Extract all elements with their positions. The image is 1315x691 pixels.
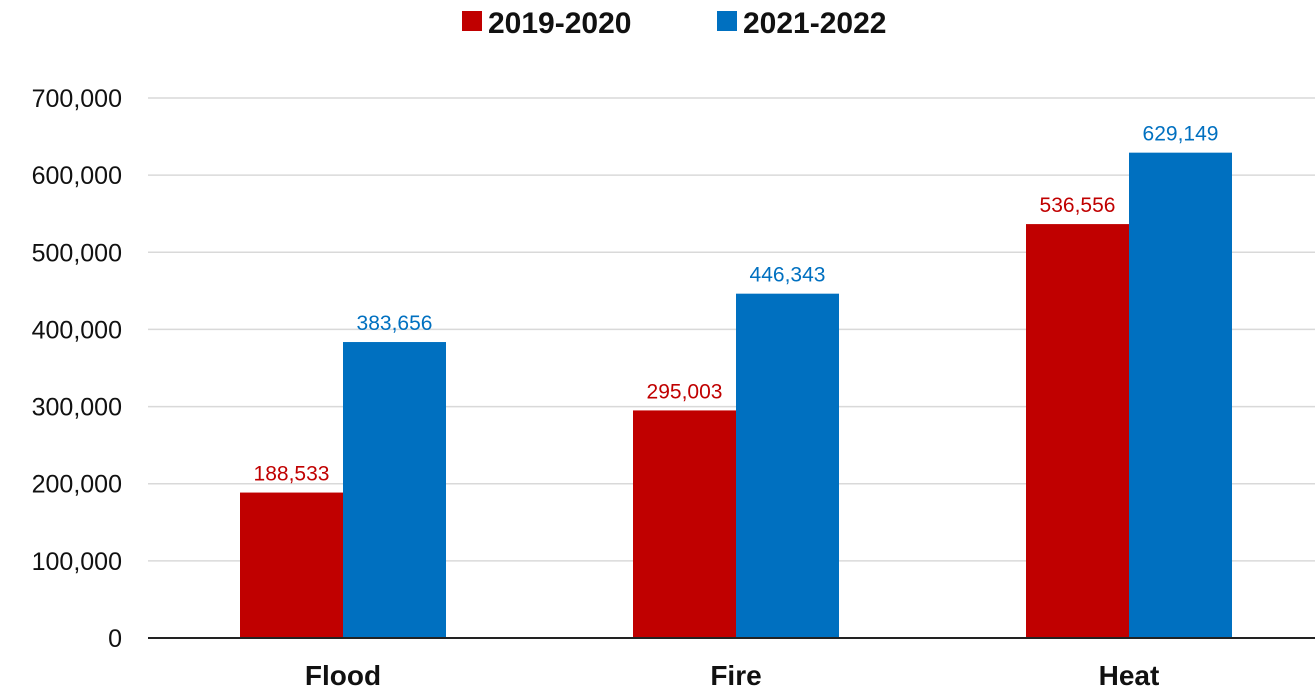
y-tick-label: 700,000 [32, 85, 122, 113]
bar-fire-2021-2022 [736, 293, 839, 638]
data-label-fire-2019-2020: 295,003 [647, 380, 723, 403]
data-label-heat-2019-2020: 536,556 [1040, 194, 1116, 217]
y-tick-label: 600,000 [32, 162, 122, 190]
y-tick-label: 100,000 [32, 548, 122, 576]
data-label-flood-2021-2022: 383,656 [357, 312, 433, 335]
x-category-label: Fire [710, 660, 761, 691]
legend: 2019-2020 2021-2022 [462, 7, 886, 40]
bars [240, 152, 1232, 638]
x-category-label: Heat [1099, 660, 1160, 691]
y-tick-label: 400,000 [32, 316, 122, 344]
bar-heat-2021-2022 [1129, 152, 1232, 638]
bar-fire-2019-2020 [633, 410, 736, 638]
y-tick-label: 200,000 [32, 471, 122, 499]
bar-heat-2019-2020 [1026, 224, 1129, 638]
y-tick-label: 300,000 [32, 394, 122, 422]
x-category-label: Flood [305, 660, 381, 691]
bar-flood-2021-2022 [343, 342, 446, 638]
y-tick-label: 500,000 [32, 239, 122, 267]
gridlines [148, 97, 1315, 562]
y-axis: 0 100,000 200,000 300,000 400,000 500,000 600,… [32, 85, 122, 653]
legend-swatch-2021-2022 [717, 11, 737, 31]
data-labels: 188,533 383,656 295,003 446,343 536,556 629,1… [254, 123, 1219, 486]
y-tick-label: 0 [108, 625, 122, 653]
data-label-fire-2021-2022: 446,343 [750, 264, 826, 287]
x-axis: Flood Fire Heat [148, 637, 1315, 691]
bar-flood-2019-2020 [240, 492, 343, 638]
data-label-flood-2019-2020: 188,533 [254, 463, 330, 486]
data-label-heat-2021-2022: 629,149 [1143, 123, 1219, 146]
legend-label-2021-2022: 2021-2022 [743, 7, 886, 40]
legend-swatch-2019-2020 [462, 11, 482, 31]
legend-label-2019-2020: 2019-2020 [488, 7, 631, 40]
